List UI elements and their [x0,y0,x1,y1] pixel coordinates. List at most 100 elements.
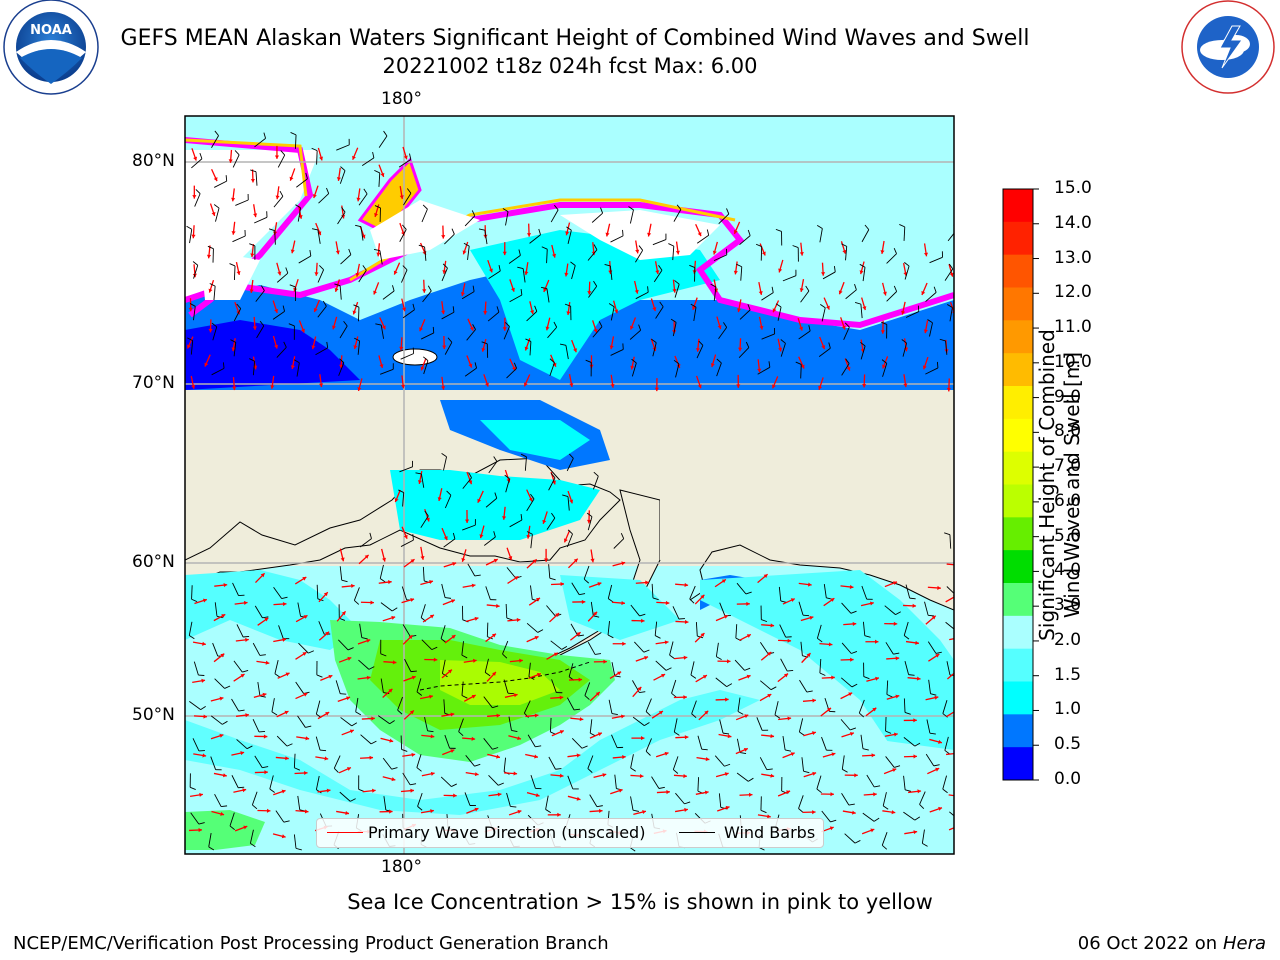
wave-arrow-head [812,810,816,815]
wave-arrow-head [559,773,564,778]
wind-barb-flag [221,805,228,808]
wave-arrow-head [202,641,206,646]
wave-arrow-head [913,830,918,835]
wave-arrow-head [357,387,362,391]
wind-barb [232,154,240,168]
wave-arrow-head [892,768,897,773]
wave-arrow-head [841,325,846,330]
wave-arrow-head [389,809,393,814]
wave-arrow-head [787,716,792,721]
wave-arrow-head [349,729,354,734]
wind-barb [739,235,751,246]
wave-arrow-head [882,364,886,369]
wind-barb-flag [412,303,415,310]
wave-arrow-head [313,307,318,312]
wind-barb [583,565,590,580]
wind-barb [252,361,256,376]
wind-barb [378,172,381,187]
wind-barb [355,697,359,712]
wave-arrow-head [790,598,795,602]
wind-barb [929,256,943,264]
wave-arrow-head [351,583,355,589]
wind-barb [398,159,412,168]
wave-arrow-head [361,234,366,239]
wind-barb [210,715,223,725]
wind-barb-flag [760,809,767,814]
wind-barb [593,476,599,490]
wind-barb [274,660,279,674]
wind-barb-flag [600,207,604,214]
wind-barb-flag [881,844,888,850]
wind-barb [527,734,536,748]
wave-arrow-head [462,250,467,255]
wind-barb-flag [214,130,219,136]
wave-arrow-head [569,499,574,504]
wave-arrow-head [597,732,602,737]
wave-arrow-head [340,557,345,562]
wind-barb-flag [198,822,205,825]
wind-barb-flag [200,705,206,710]
wind-barb [697,777,700,792]
wave-arrow-head [609,345,614,350]
wind-barb [630,754,634,769]
wave-arrow-head [206,254,212,259]
wind-barb [231,775,239,788]
wind-barb [645,738,652,752]
wind-barb-flag [844,322,850,328]
wind-barb [944,268,954,281]
wind-barb [845,246,848,261]
wind-barb-flag [787,669,794,672]
wind-barb-flag [850,610,857,614]
wind-barb [194,193,201,207]
wind-barb-flag [282,305,285,312]
wave-arrow-head [557,812,561,817]
wind-barb [422,566,425,581]
wind-barb-flag [893,285,898,292]
colorbar-tick-label: 3.0 [1054,595,1082,616]
wind-barb-flag [894,765,901,768]
wind-barb-flag [537,629,544,633]
wave-arrow-head [232,386,237,391]
wind-barb [423,360,429,375]
wind-barb [546,288,550,303]
wave-arrow-head [598,808,603,813]
wind-barb-flag [249,243,256,247]
wind-barb [903,621,909,636]
wind-barb-flag [581,745,588,749]
wave-arrow-head [913,754,917,759]
wind-barb-flag [585,359,592,363]
wind-barb [921,829,925,844]
wind-barb [529,341,532,356]
wave-arrow-head [767,694,772,698]
wind-barb [441,659,446,674]
wind-barb-flag [472,285,475,292]
wind-barb-flag [549,577,556,581]
wind-barb [654,621,658,636]
wind-barb-flag [671,692,677,698]
wind-barb [188,621,193,636]
wind-barb [506,567,517,579]
wind-barb-flag [311,147,318,152]
wave-arrow-head [240,751,245,756]
wind-barb [361,157,375,167]
wave-arrow-head [429,579,433,584]
wave-arrow-head [787,638,792,643]
wind-barb-flag [192,261,199,266]
wave-arrow-head [727,734,732,739]
wind-barb [905,584,911,599]
wave-arrow-head [921,291,926,295]
wind-barb-flag [579,593,586,596]
wind-barb [546,517,556,530]
wave-arrow-head [923,252,929,257]
wind-barb [483,536,496,546]
wind-barb-flag [929,732,936,735]
wave-arrow-head [231,347,236,352]
wind-barb [924,601,929,616]
wind-barb-flag [189,303,196,307]
wind-barb [526,311,538,322]
wind-barb-flag [445,597,452,599]
wind-barb [422,290,432,303]
wind-barb-flag [555,768,562,770]
wind-barb-flag [587,768,593,773]
wind-barb-flag [691,713,697,719]
